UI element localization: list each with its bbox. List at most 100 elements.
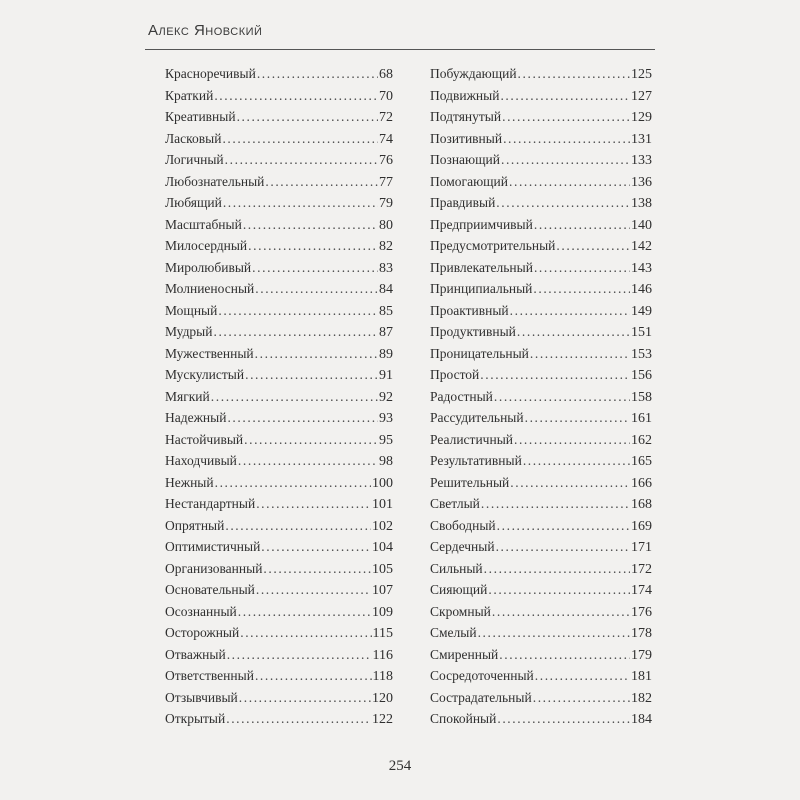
dot-leader xyxy=(261,539,371,555)
index-entry: Надежный 93 xyxy=(165,410,393,432)
index-page-number: 182 xyxy=(631,690,652,706)
index-entry: Оптимистичный 104 xyxy=(165,539,393,561)
index-entry: Нестандартный 101 xyxy=(165,496,393,518)
index-term: Мудрый xyxy=(165,324,213,339)
index-term: Проницательный xyxy=(430,345,529,361)
index-term: Принципиальный xyxy=(430,281,533,296)
index-page-number: 102 xyxy=(372,518,393,534)
index-entry: Подтянутый 129 xyxy=(430,109,652,131)
index-entry: Реалистичный 162 xyxy=(430,432,652,454)
index-term: Открытый xyxy=(165,711,226,726)
index-entry: Мощный 85 xyxy=(165,303,393,325)
index-entry: Миролюбивый 83 xyxy=(165,260,393,282)
index-term: Результативный xyxy=(430,453,522,468)
index-entry: Познающий 133 xyxy=(430,152,652,174)
index-entry: Настойчивый 95 xyxy=(165,432,393,454)
index-page-number: 101 xyxy=(372,497,393,512)
index-term: Простой xyxy=(430,367,480,382)
dot-leader xyxy=(227,410,378,426)
index-term: Ответственный xyxy=(165,668,254,683)
dot-leader xyxy=(252,260,378,276)
index-entry: Проактивный 149 xyxy=(430,303,652,325)
index-entry: Мудрый 87 xyxy=(165,324,393,346)
index-page-number: 179 xyxy=(631,647,652,663)
index-page-number: 127 xyxy=(631,88,652,104)
index-entry: Организованный 105 xyxy=(165,561,393,583)
index-entry: Предприимчивый 140 xyxy=(430,217,652,239)
index-term: Подвижный xyxy=(430,87,500,103)
index-page-number: 171 xyxy=(631,540,652,555)
index-entry: Решительный 166 xyxy=(430,475,652,497)
index-entry: Масштабный 80 xyxy=(165,217,393,239)
index-page-number: 172 xyxy=(631,561,652,577)
dot-leader xyxy=(256,496,371,512)
index-entry: Краткий 70 xyxy=(165,88,393,110)
index-term: Мощный xyxy=(165,302,218,318)
header-rule xyxy=(145,49,655,50)
index-term: Предприимчивый xyxy=(430,216,533,232)
dot-leader xyxy=(502,109,630,125)
index-term: Любящий xyxy=(165,195,222,210)
index-entry: Результативный 165 xyxy=(430,453,652,475)
dot-leader xyxy=(245,367,378,383)
dot-leader xyxy=(255,668,372,684)
dot-leader xyxy=(533,281,630,297)
index-entry: Мускулистый 91 xyxy=(165,367,393,389)
index-term: Смелый xyxy=(430,625,477,640)
dot-leader xyxy=(257,66,378,82)
index-entry: Осторожный 115 xyxy=(165,625,393,647)
index-page-number: 156 xyxy=(631,368,652,383)
index-term: Опрятный xyxy=(165,517,225,533)
index-term: Нежный xyxy=(165,474,214,490)
index-entry: Подвижный 127 xyxy=(430,88,652,110)
dot-leader xyxy=(239,690,371,706)
index-page-number: 120 xyxy=(372,690,393,706)
index-term: Молниеносный xyxy=(165,281,255,296)
index-entry: Помогающий 136 xyxy=(430,174,652,196)
index-entry: Любознательный 77 xyxy=(165,174,393,196)
dot-leader xyxy=(213,324,378,340)
index-page-number: 138 xyxy=(631,196,652,211)
index-page-number: 169 xyxy=(631,518,652,534)
dot-leader xyxy=(525,410,630,426)
dot-leader xyxy=(265,174,378,190)
index-entry: Сильный 172 xyxy=(430,561,652,583)
index-page-number: 87 xyxy=(379,325,393,340)
index-page-number: 181 xyxy=(631,669,652,684)
dot-leader xyxy=(243,217,378,233)
dot-leader xyxy=(496,195,630,211)
index-term: Сильный xyxy=(430,560,483,576)
index-term: Краткий xyxy=(165,87,214,103)
index-entry: Красноречивый 68 xyxy=(165,66,393,88)
dot-leader xyxy=(533,690,630,706)
index-entry: Радостный 158 xyxy=(430,389,652,411)
index-entry: Опрятный 102 xyxy=(165,518,393,540)
index-entry: Отзывчивый 120 xyxy=(165,690,393,712)
dot-leader xyxy=(496,539,630,555)
dot-leader xyxy=(223,195,378,211)
index-term: Основательный xyxy=(165,582,255,597)
index-term: Побуждающий xyxy=(430,66,517,81)
dot-leader xyxy=(517,324,630,340)
index-page-number: 176 xyxy=(631,604,652,620)
index-entry: Рассудительный 161 xyxy=(430,410,652,432)
index-page-number: 100 xyxy=(372,475,393,491)
index-entry: Нежный 100 xyxy=(165,475,393,497)
index-page-number: 118 xyxy=(372,669,393,684)
dot-leader xyxy=(509,174,630,190)
index-term: Сострадательный xyxy=(430,689,532,705)
index-entry: Мужественный 89 xyxy=(165,346,393,368)
index-entry: Сердечный 171 xyxy=(430,539,652,561)
dot-leader xyxy=(225,518,371,534)
index-page-number: 153 xyxy=(631,346,652,362)
index-term: Светлый xyxy=(430,496,480,511)
index-entry: Принципиальный 146 xyxy=(430,281,652,303)
index-term: Милосердный xyxy=(165,238,248,253)
index-page-number: 91 xyxy=(379,368,393,383)
dot-leader xyxy=(494,389,630,405)
index-term: Организованный xyxy=(165,560,263,576)
dot-leader xyxy=(535,668,630,684)
index-column-right: Побуждающий125Подвижный127Подтянутый129П… xyxy=(430,66,652,733)
index-term: Предусмотрительный xyxy=(430,238,556,253)
index-entry: Скромный 176 xyxy=(430,604,652,626)
